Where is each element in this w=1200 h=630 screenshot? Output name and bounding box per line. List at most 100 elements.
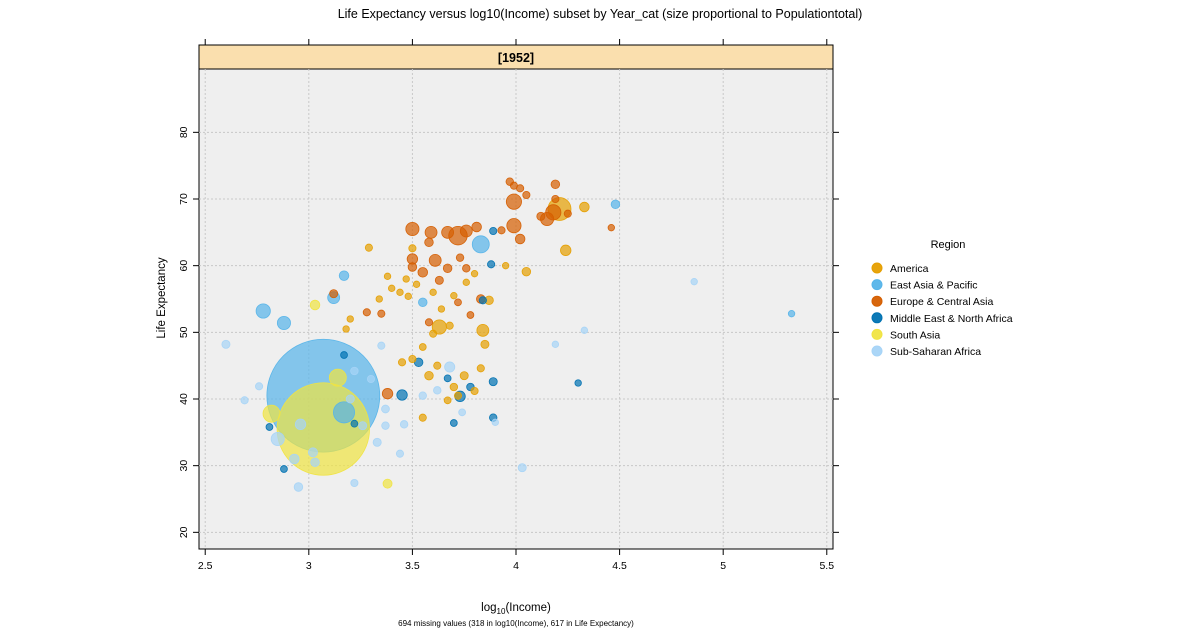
data-point-eca (506, 218, 522, 234)
data-point-america (579, 201, 590, 213)
data-point-ssa (350, 366, 359, 376)
legend-label-eca: Europe & Central Asia (890, 296, 993, 308)
data-point-eca (514, 233, 526, 245)
data-point-america (433, 361, 442, 370)
x-tick-label: 4.5 (612, 560, 627, 572)
data-point-america (408, 244, 417, 253)
grid (199, 69, 833, 549)
points-layer (221, 177, 796, 492)
data-point-sa (309, 299, 321, 311)
data-point-eca (455, 253, 465, 262)
x-tick-label: 5.5 (819, 560, 834, 572)
data-point-eca (362, 308, 371, 317)
data-point-ssa (399, 420, 409, 429)
data-point-ssa (395, 449, 405, 458)
y-tick-label: 40 (178, 393, 190, 405)
legend-swatch-america (871, 262, 883, 274)
legend-swatch-eap (871, 279, 883, 291)
data-point-eca (522, 190, 531, 200)
data-point-eca (459, 224, 473, 238)
data-point-eap (787, 310, 796, 318)
data-point-ssa (690, 278, 698, 286)
data-point-mena (574, 379, 582, 387)
x-tick-label: 3.5 (405, 560, 420, 572)
data-point-eap (338, 270, 350, 281)
legend-label-america: America (890, 263, 929, 275)
data-point-america (437, 305, 446, 313)
data-point-america (470, 386, 479, 396)
data-point-america (429, 329, 438, 338)
data-point-america (404, 292, 412, 300)
data-point-ssa (255, 382, 264, 391)
x-tick-label: 5 (720, 560, 726, 572)
legend-title: Region (931, 239, 966, 251)
data-point-ssa (491, 418, 499, 426)
data-point-america (521, 266, 532, 277)
data-point-america (424, 370, 434, 381)
data-point-eca (434, 275, 444, 285)
data-point-eca (424, 318, 434, 327)
data-point-america (364, 243, 373, 252)
legend-label-sa: South Asia (890, 329, 940, 341)
data-point-america (450, 292, 458, 300)
legend-label-ssa: Sub-Saharan Africa (890, 346, 981, 358)
data-point-eap (418, 297, 428, 308)
legend-swatch-mena (871, 312, 883, 324)
data-point-mena (265, 423, 274, 431)
chart-title: Life Expectancy versus log10(Income) sub… (338, 7, 863, 21)
data-point-america (449, 382, 459, 392)
data-point-ssa (580, 326, 589, 334)
data-point-america (412, 280, 421, 288)
data-point-eap (610, 199, 621, 210)
data-point-ssa (293, 482, 304, 492)
data-point-america (408, 354, 417, 364)
data-point-eap (255, 303, 271, 319)
data-point-ssa (289, 453, 300, 465)
data-point-america (396, 288, 404, 296)
data-point-ssa (270, 431, 285, 446)
data-point-ssa (358, 421, 368, 431)
data-point-eca (442, 263, 453, 274)
data-point-mena (443, 374, 452, 383)
data-point-ssa (517, 463, 527, 473)
legend-swatch-ssa (871, 345, 883, 357)
data-point-america (342, 325, 350, 333)
data-point-america (453, 391, 463, 400)
data-point-ssa (381, 404, 390, 414)
data-point-america (470, 270, 479, 278)
data-point-eap (276, 315, 291, 330)
data-point-america (480, 339, 490, 349)
legend-label-mena: Middle East & North Africa (890, 313, 1013, 325)
x-axis-label-rest: (Income) (505, 602, 551, 614)
data-point-eca (424, 237, 434, 248)
data-point-america (398, 358, 407, 367)
data-point-ssa (310, 457, 320, 468)
legend: Region America East Asia & Pacific Europe … (871, 239, 1013, 358)
data-point-ssa (240, 396, 249, 405)
data-point-ssa (345, 394, 355, 404)
x-tick-label: 4 (513, 560, 519, 572)
data-point-america (418, 343, 427, 351)
data-point-mena (487, 260, 496, 269)
y-tick-label: 30 (178, 460, 190, 472)
data-point-mena (350, 419, 359, 428)
data-point-eca (466, 311, 475, 319)
missing-values-footnote: 694 missing values (318 in log10(Income)… (398, 619, 634, 628)
data-point-mena (478, 296, 487, 305)
data-point-eca (405, 221, 420, 236)
data-point-eca (454, 298, 462, 307)
data-point-mena (489, 226, 498, 236)
data-point-ssa (551, 340, 560, 348)
data-point-mena (449, 419, 458, 427)
data-point-america (459, 371, 469, 381)
data-point-eca (550, 179, 561, 190)
data-point-eca (381, 388, 394, 400)
data-point-eca (407, 262, 418, 272)
data-point-ssa (372, 437, 382, 447)
data-point-ssa (377, 341, 386, 350)
data-point-eca (424, 225, 438, 239)
data-point-eca (551, 194, 560, 204)
data-point-america (388, 284, 396, 292)
data-point-eca (471, 221, 482, 233)
